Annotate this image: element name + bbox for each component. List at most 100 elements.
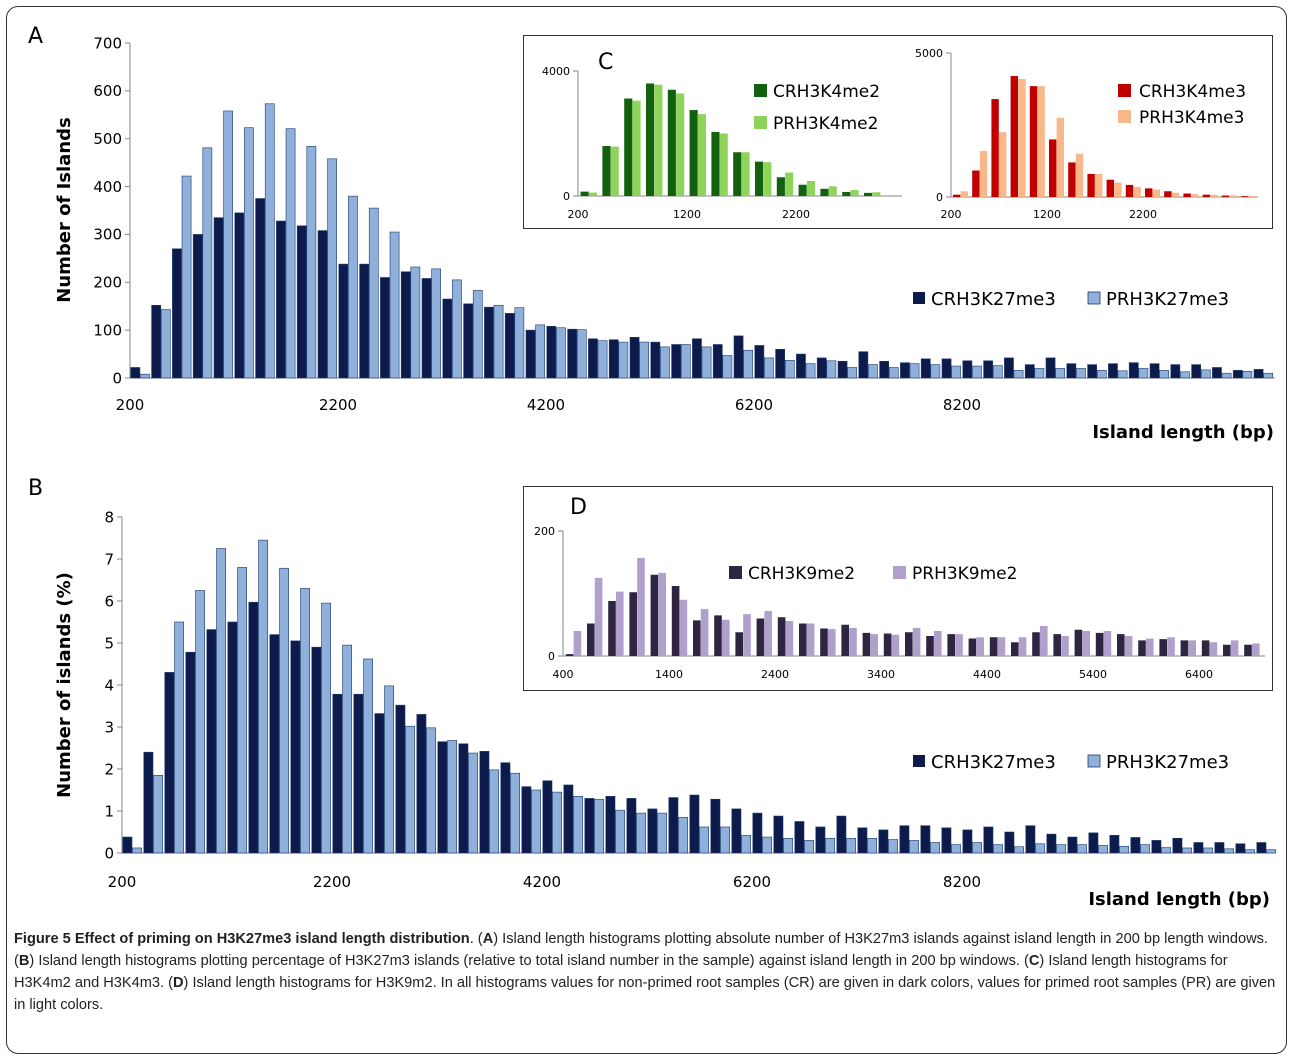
bar-PRH3K27me3 xyxy=(1035,843,1045,854)
bar-PRH3K27me3 xyxy=(657,812,667,854)
x-axis-title: Island length (bp) xyxy=(1092,422,1274,443)
y-tick-label: 300 xyxy=(93,226,122,244)
bar-CRH3K27me3 xyxy=(879,360,889,379)
bar-PRH3K9me2 xyxy=(1061,636,1069,656)
bar-PRH3K27me3 xyxy=(389,231,400,379)
bar-CRH3K27me3 xyxy=(374,713,385,854)
bar-CRH3K4me2 xyxy=(776,177,785,196)
bar-PRH3K9me2 xyxy=(828,629,836,656)
bar-CRH3K27me3 xyxy=(836,815,847,854)
bar-CRH3K27me3 xyxy=(1170,364,1181,379)
bar-CRH3K27me3 xyxy=(647,808,658,854)
bar-CRH3K9me2 xyxy=(968,638,977,656)
bar-PRH3K4me2 xyxy=(806,181,815,196)
bar-CRH3K27me3 xyxy=(1235,843,1246,854)
bar-PRH3K27me3 xyxy=(867,837,877,854)
bar-CRH3K4me3 xyxy=(1145,188,1153,197)
bar-CRH3K27me3 xyxy=(1067,836,1078,854)
bar-PRH3K9me2 xyxy=(573,631,582,656)
bar-CRH3K9me2 xyxy=(1117,634,1125,656)
x-tick-label: 4400 xyxy=(973,668,1001,681)
bar-CRH3K27me3 xyxy=(317,230,328,379)
bar-CRH3K27me3 xyxy=(1025,825,1036,854)
bar-PRH3K27me3 xyxy=(447,740,457,854)
bar-CRH3K9me2 xyxy=(905,632,913,656)
y-tick-label: 2 xyxy=(104,760,114,778)
bar-PRH3K27me3 xyxy=(327,158,338,379)
bar-CRH3K9me2 xyxy=(1244,644,1252,656)
bar-CRH3K27me3 xyxy=(311,646,322,854)
bar-CRH3K27me3 xyxy=(546,326,557,379)
legend-swatch-cr xyxy=(913,292,925,304)
bar-PRH3K27me3 xyxy=(556,327,566,379)
bar-CRH3K27me3 xyxy=(1232,370,1243,379)
bar-CRH3K27me3 xyxy=(332,693,343,854)
bar-CRH3K4me2 xyxy=(624,98,633,196)
bar-PRH3K27me3 xyxy=(1056,844,1066,854)
bar-PRH3K27me3 xyxy=(1014,846,1024,854)
x-tick-label: 400 xyxy=(553,668,574,681)
bar-CRH3K27me3 xyxy=(608,339,619,379)
bar-PRH3K27me3 xyxy=(552,791,562,854)
bar-PRH3K27me3 xyxy=(888,839,898,854)
bar-CRH3K9me2 xyxy=(926,636,934,656)
bar-PRH3K9me2 xyxy=(743,614,751,656)
y-tick-label: 0 xyxy=(563,190,570,203)
y-tick-label: 4000 xyxy=(542,65,570,78)
bar-PRH3K27me3 xyxy=(384,685,394,854)
bar-PRH3K4me3 xyxy=(1210,194,1218,197)
bar-PRH3K9me2 xyxy=(849,627,857,656)
bar-CRH3K27me3 xyxy=(500,762,511,854)
caption-text: ) Island length histograms for H3K4m2 an… xyxy=(14,953,1228,991)
legend-swatch-cr-k4me2 xyxy=(754,84,767,97)
bar-PRH3K4me2 xyxy=(632,100,641,196)
bar-CRH3K4me3 xyxy=(1221,195,1230,197)
bar-CRH3K27me3 xyxy=(151,304,162,379)
bar-PRH3K4me3 xyxy=(999,132,1007,197)
bar-PRH3K9me2 xyxy=(616,591,624,656)
bar-PRH3K27me3 xyxy=(784,359,795,379)
bar-CRH3K9me2 xyxy=(1032,632,1040,656)
bar-PRH3K27me3 xyxy=(1182,847,1192,854)
bar-PRH3K4me3 xyxy=(1191,194,1199,197)
bar-PRH3K27me3 xyxy=(472,290,483,379)
panel-label-c: C xyxy=(598,50,614,75)
bar-PRH3K9me2 xyxy=(1188,640,1196,656)
bar-CRH3K9me2 xyxy=(820,628,828,656)
bar-PRH3K4me3 xyxy=(1229,195,1237,197)
bar-CRH3K27me3 xyxy=(296,225,307,379)
legend-label-cr-k9me2: CRH3K9me2 xyxy=(748,564,855,584)
bar-CRH3K27me3 xyxy=(588,338,598,379)
y-tick-label: 0 xyxy=(936,191,943,204)
bar-PRH3K27me3 xyxy=(660,346,670,379)
bar-CRH3K27me3 xyxy=(400,271,411,379)
bar-CRH3K27me3 xyxy=(1109,835,1120,854)
bar-PRH3K27me3 xyxy=(153,774,163,854)
bar-CRH3K27me3 xyxy=(421,278,432,379)
panel-label-b: B xyxy=(28,476,44,501)
bar-CRH3K9me2 xyxy=(608,601,616,656)
y-tick-label: 0 xyxy=(548,650,555,663)
bar-PRH3K27me3 xyxy=(279,567,289,854)
bar-CRH3K27me3 xyxy=(276,220,286,379)
bar-PRH3K4me2 xyxy=(719,133,728,196)
bar-PRH3K4me2 xyxy=(654,84,663,196)
bar-CRH3K27me3 xyxy=(353,693,364,854)
bar-PRH3K9me2 xyxy=(594,577,603,656)
bar-PRH3K27me3 xyxy=(972,365,982,379)
bar-PRH3K27me3 xyxy=(181,175,192,379)
bar-CRH3K27me3 xyxy=(752,812,763,854)
legend-label-pr: PRH3K27me3 xyxy=(1106,752,1229,773)
bar-PRH3K27me3 xyxy=(805,363,816,379)
bar-PRH3K27me3 xyxy=(1140,844,1150,854)
bar-CRH3K27me3 xyxy=(1108,363,1118,379)
bar-CRH3K27me3 xyxy=(227,621,238,854)
x-tick-label: 2200 xyxy=(782,208,810,221)
bar-CRH3K27me3 xyxy=(731,808,742,854)
bar-PRH3K9me2 xyxy=(976,637,984,656)
bar-PRH3K9me2 xyxy=(637,557,645,656)
bar-CRH3K27me3 xyxy=(1024,364,1035,379)
x-tick-label: 200 xyxy=(941,208,962,221)
legend-swatch-cr xyxy=(913,755,925,767)
bar-CRH3K4me2 xyxy=(711,131,720,196)
